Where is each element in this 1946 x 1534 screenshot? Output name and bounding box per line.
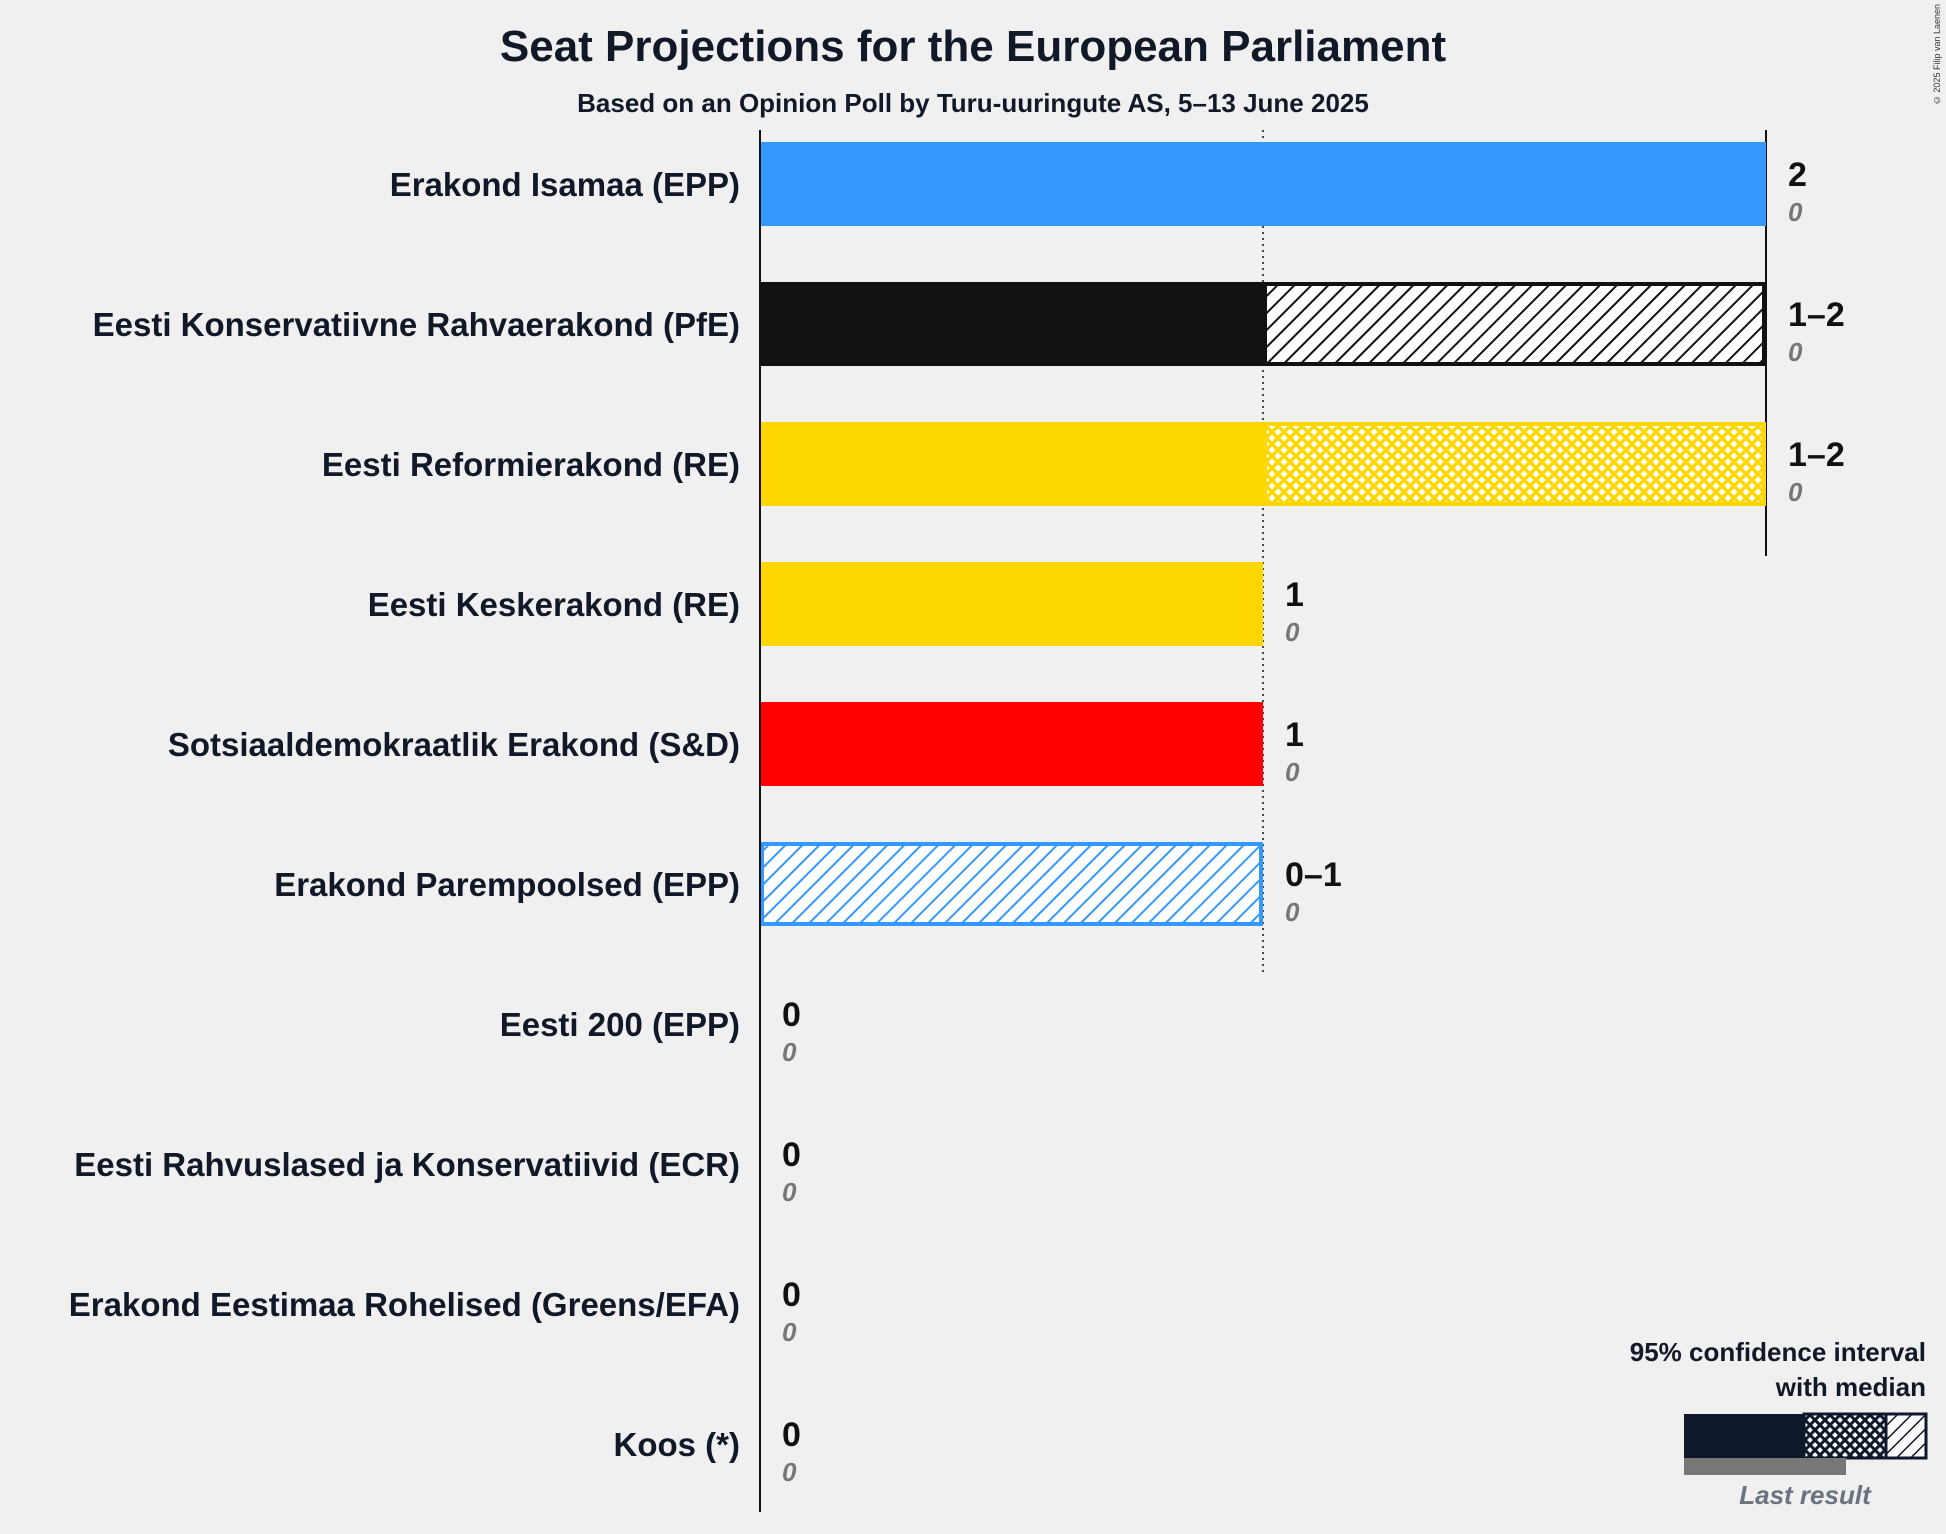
party-label: Eesti Rahvuslased ja Konservatiivid (ECR… — [74, 1146, 740, 1183]
chart-subtitle: Based on an Opinion Poll by Turu-uuringu… — [577, 88, 1369, 118]
seat-range-label: 1 — [1285, 576, 1304, 614]
bar-median — [760, 702, 1263, 786]
seat-range-label: 0–1 — [1285, 856, 1342, 894]
party-label: Erakond Parempoolsed (EPP) — [274, 866, 740, 903]
legend-title-line2: with median — [1775, 1372, 1926, 1402]
seat-range-label: 0 — [782, 1136, 801, 1174]
bar-median — [760, 422, 1263, 506]
last-result-label: 0 — [1788, 337, 1803, 367]
party-label: Eesti 200 (EPP) — [500, 1006, 740, 1043]
last-result-label: 0 — [1285, 617, 1300, 647]
last-result-label: 0 — [1788, 197, 1803, 227]
bars-layer — [760, 142, 1766, 926]
legend-ci-outer-swatch — [1884, 1412, 1928, 1460]
party-label: Eesti Reformierakond (RE) — [322, 446, 740, 483]
chart-title: Seat Projections for the European Parlia… — [499, 22, 1447, 71]
seat-range-label: 1–2 — [1788, 436, 1845, 474]
party-label: Erakond Eestimaa Rohelised (Greens/EFA) — [69, 1286, 740, 1323]
party-label: Erakond Isamaa (EPP) — [390, 166, 740, 203]
bar-ci-upper — [1263, 282, 1766, 366]
party-label: Koos (*) — [614, 1426, 741, 1463]
grid-layer — [1262, 130, 1767, 976]
last-result-label: 0 — [1788, 477, 1803, 507]
last-result-label: 0 — [782, 1457, 797, 1487]
last-result-label: 0 — [1285, 757, 1300, 787]
legend-title-line1: 95% confidence interval — [1629, 1337, 1926, 1367]
seat-range-label: 0 — [782, 1276, 801, 1314]
party-label: Eesti Keskerakond (RE) — [368, 586, 740, 623]
seat-range-label: 1 — [1285, 716, 1304, 754]
seat-range-label: 0 — [782, 1416, 801, 1454]
seat-range-label: 0 — [782, 996, 801, 1034]
last-result-label: 0 — [1285, 897, 1300, 927]
seat-range-label: 2 — [1788, 156, 1807, 194]
last-result-label: 0 — [782, 1037, 797, 1067]
legend-title: 95% confidence interval with median — [1526, 1335, 1926, 1405]
bar-ci-upper — [1263, 422, 1766, 506]
bar-median — [760, 142, 1766, 226]
legend-ci-inner-swatch — [1802, 1412, 1888, 1460]
legend-last-result-label: Last result — [1739, 1480, 1871, 1510]
party-label: Eesti Konservatiivne Rahvaerakond (PfE) — [93, 306, 740, 343]
last-result-label: 0 — [782, 1177, 797, 1207]
bar-median — [760, 282, 1263, 366]
legend-median-swatch — [1684, 1414, 1804, 1458]
last-result-label: 0 — [782, 1317, 797, 1347]
legend-last-result-swatch — [1684, 1458, 1846, 1475]
party-label: Sotsiaaldemokraatlik Erakond (S&D) — [168, 726, 740, 763]
seat-range-label: 1–2 — [1788, 296, 1845, 334]
bar-median — [760, 562, 1263, 646]
bar-ci-upper — [760, 842, 1263, 926]
